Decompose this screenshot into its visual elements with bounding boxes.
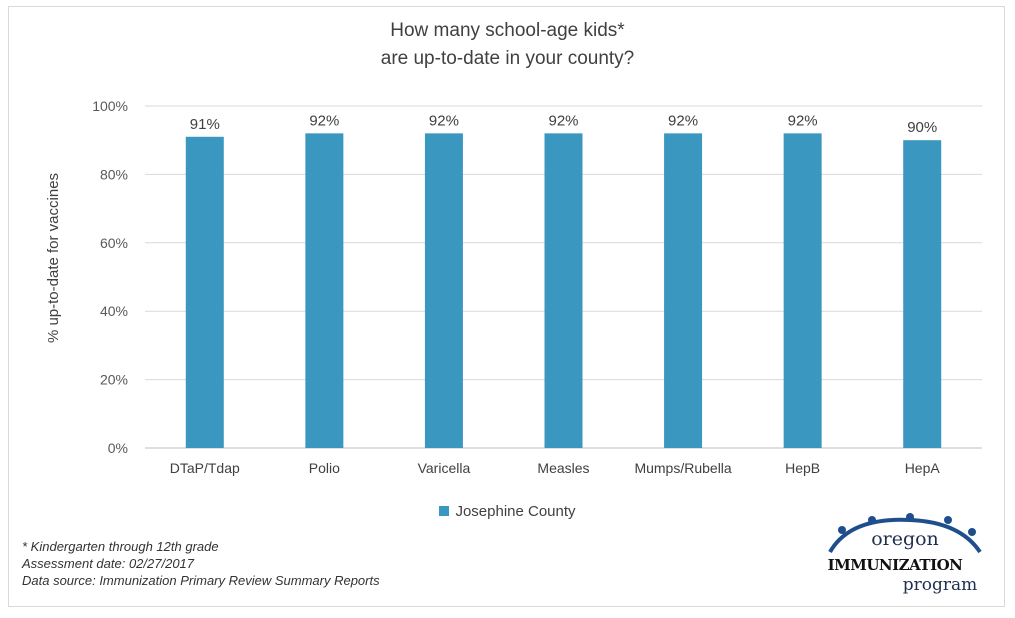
chart-title-line-1: How many school-age kids* xyxy=(390,20,625,41)
data-label: 91% xyxy=(190,116,220,133)
bar xyxy=(424,133,463,449)
bar xyxy=(783,133,822,449)
bar xyxy=(664,133,703,449)
y-tick-label: 40% xyxy=(100,303,128,319)
footnote-grade-range: * Kindergarten through 12th grade xyxy=(22,539,219,554)
y-tick-label: 20% xyxy=(100,372,128,388)
x-tick-label: Varicella xyxy=(418,460,471,476)
y-tick-label: 100% xyxy=(92,98,128,114)
bar xyxy=(185,136,224,448)
bar xyxy=(903,140,942,448)
data-label: 92% xyxy=(429,112,459,129)
legend: Josephine County xyxy=(0,503,1015,520)
logo-word-program: program xyxy=(902,575,978,595)
x-tick-label: DTaP/Tdap xyxy=(170,460,240,476)
data-label: 90% xyxy=(907,119,937,136)
data-label: 92% xyxy=(309,112,339,129)
footnote-assessment-date: Assessment date: 02/27/2017 xyxy=(22,556,195,571)
data-label: 92% xyxy=(788,112,818,129)
data-label: 92% xyxy=(668,112,698,129)
legend-label: Josephine County xyxy=(455,503,576,520)
footnotes: * Kindergarten through 12th grade Assess… xyxy=(22,538,380,589)
footnote-data-source: Data source: Immunization Primary Review… xyxy=(22,573,380,588)
y-tick-label: 0% xyxy=(108,440,128,456)
y-tick-label: 60% xyxy=(100,235,128,251)
bar xyxy=(305,133,344,449)
bar xyxy=(544,133,583,449)
chart-title-line-2: are up-to-date in your county? xyxy=(380,48,635,69)
y-tick-label: 80% xyxy=(100,166,128,182)
oregon-immunization-program-logo: oregon IMMUNIZATION program xyxy=(810,512,1000,602)
logo-word-immunization: IMMUNIZATION xyxy=(827,550,963,575)
x-tick-label: Polio xyxy=(309,460,340,476)
legend-swatch xyxy=(439,506,450,517)
logo-people-icon xyxy=(828,513,982,554)
y-axis-label: % up-to-date for vaccines xyxy=(45,173,62,343)
x-tick-label: HepB xyxy=(785,460,820,476)
x-tick-label: Mumps/Rubella xyxy=(634,460,731,476)
x-tick-label: Measles xyxy=(537,460,589,476)
data-label: 92% xyxy=(548,112,578,129)
x-tick-label: HepA xyxy=(905,460,941,476)
logo-word-oregon: oregon xyxy=(871,528,939,550)
